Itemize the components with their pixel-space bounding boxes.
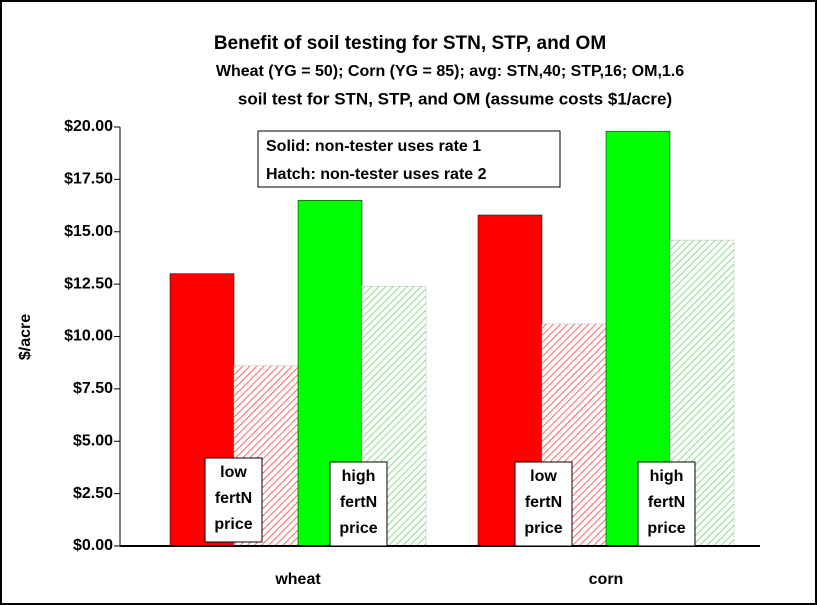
- annotation: fertN: [648, 494, 685, 511]
- chart-title: Benefit of soil testing for STN, STP, an…: [214, 33, 606, 54]
- annotation: price: [647, 520, 685, 537]
- legend-note: Solid: non-tester uses rate 1: [266, 138, 481, 155]
- annotation: price: [339, 520, 377, 537]
- annotation: price: [524, 520, 562, 537]
- y-tick-label: $2.50: [73, 485, 113, 502]
- x-tick-label: corn: [589, 571, 624, 588]
- y-tick-label: $17.50: [64, 171, 113, 188]
- annotation: price: [214, 516, 252, 533]
- annotation-box: [329, 461, 388, 547]
- x-tick-label: wheat: [274, 571, 321, 588]
- y-tick-label: $7.50: [73, 380, 113, 397]
- legend-note: Hatch: non-tester uses rate 2: [266, 166, 487, 183]
- y-tick-label: $0.00: [73, 537, 113, 554]
- annotation-box: [637, 461, 696, 547]
- annotation: low: [220, 464, 247, 481]
- annotation: fertN: [525, 494, 562, 511]
- annotation: high: [342, 468, 376, 485]
- y-tick-label: $12.50: [64, 275, 113, 292]
- subtitle: soil test for STN, STP, and OM (assume c…: [238, 89, 672, 108]
- legend-box: [257, 130, 561, 188]
- y-tick-label: $15.00: [64, 223, 113, 240]
- y-tick-label: $20.00: [64, 118, 113, 135]
- y-tick-label: $5.00: [73, 432, 113, 449]
- annotation-box: [514, 461, 573, 547]
- annotation-box: [204, 457, 263, 543]
- annotation: fertN: [340, 494, 377, 511]
- bar: [169, 273, 235, 547]
- y-axis-label: $/acre: [17, 314, 34, 360]
- annotation: low: [530, 468, 557, 485]
- subtitle: Wheat (YG = 50); Corn (YG = 85); avg: ST…: [216, 63, 684, 80]
- annotation: fertN: [215, 490, 252, 507]
- annotation: high: [650, 468, 684, 485]
- y-tick-label: $10.00: [64, 328, 113, 345]
